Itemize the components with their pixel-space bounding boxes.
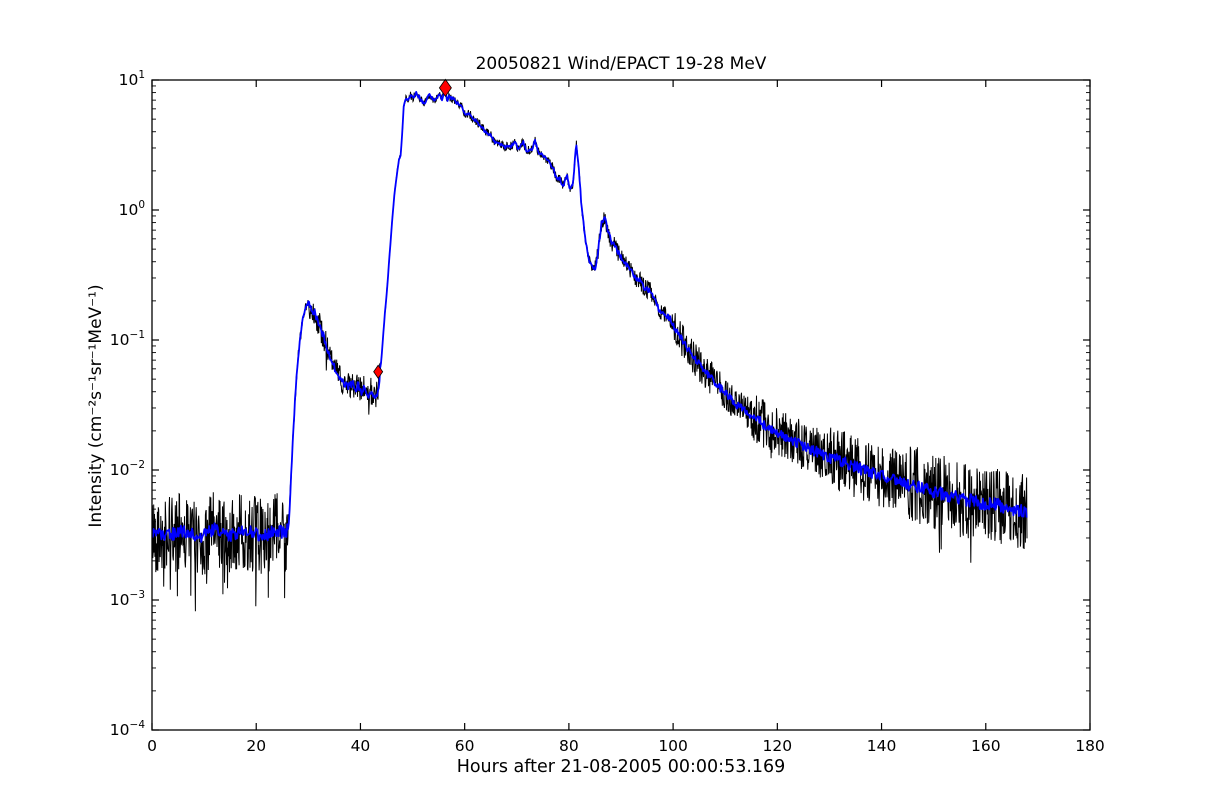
axis-tick-labels: 0 20 40 60 80 100 120 140 160 180 101 100 10−1 10−2 10… <box>110 69 1105 755</box>
y-tick-label: 10−1 <box>110 329 145 349</box>
y-tick-label: 10−2 <box>110 459 145 479</box>
x-tick-label: 80 <box>559 737 579 755</box>
x-tick-label: 180 <box>1075 737 1105 755</box>
x-axis-label: Hours after 21-08-2005 00:00:53.169 <box>456 757 786 777</box>
y-axis-label: Intensity (cm⁻²s⁻¹sr⁻¹MeV⁻¹) <box>86 284 106 528</box>
y-tick-label: 100 <box>119 199 145 219</box>
x-tick-label: 100 <box>658 737 688 755</box>
x-tick-label: 160 <box>971 737 1001 755</box>
axis-ticks <box>151 79 1091 731</box>
axes-frame <box>151 79 1091 731</box>
peak-marker <box>438 78 452 98</box>
x-tick-label: 0 <box>147 737 157 755</box>
y-tick-label: 101 <box>119 69 145 89</box>
x-tick-label: 40 <box>351 737 371 755</box>
smoothed-series-path <box>152 88 1028 543</box>
y-tick-label: 10−4 <box>110 719 146 739</box>
onset-marker <box>373 364 384 379</box>
x-tick-label: 20 <box>246 737 266 755</box>
y-minor-ticks <box>152 85 1090 692</box>
x-tick-label: 140 <box>867 737 897 755</box>
x-tick-label: 60 <box>455 737 475 755</box>
chart-title: 20050821 Wind/EPACT 19-28 MeV <box>475 54 767 74</box>
y-tick-label: 10−3 <box>110 589 145 609</box>
x-tick-label: 120 <box>763 737 793 755</box>
